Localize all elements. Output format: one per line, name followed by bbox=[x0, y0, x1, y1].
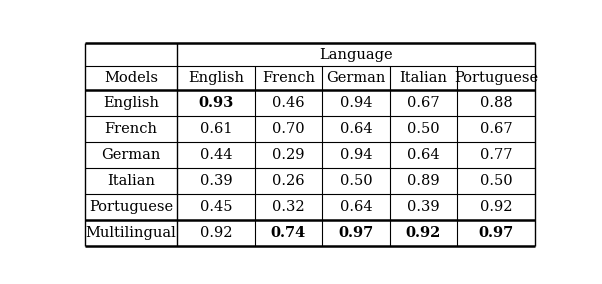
Text: 0.94: 0.94 bbox=[340, 148, 372, 162]
Text: 0.77: 0.77 bbox=[480, 148, 512, 162]
Text: 0.92: 0.92 bbox=[200, 226, 232, 240]
Text: 0.50: 0.50 bbox=[480, 174, 512, 188]
Text: 0.50: 0.50 bbox=[407, 122, 440, 136]
Text: Multilingual: Multilingual bbox=[85, 226, 176, 240]
Text: Portuguese: Portuguese bbox=[88, 200, 173, 214]
Text: Language: Language bbox=[319, 47, 393, 62]
Text: German: German bbox=[101, 148, 161, 162]
Text: 0.67: 0.67 bbox=[480, 122, 512, 136]
Text: 0.26: 0.26 bbox=[272, 174, 305, 188]
Text: 0.70: 0.70 bbox=[272, 122, 305, 136]
Text: 0.64: 0.64 bbox=[407, 148, 440, 162]
Text: 0.97: 0.97 bbox=[479, 226, 514, 240]
Text: English: English bbox=[103, 96, 159, 110]
Text: 0.92: 0.92 bbox=[406, 226, 441, 240]
Text: 0.45: 0.45 bbox=[200, 200, 232, 214]
Text: French: French bbox=[262, 71, 315, 85]
Text: 0.94: 0.94 bbox=[340, 96, 372, 110]
Text: 0.67: 0.67 bbox=[407, 96, 440, 110]
Text: Italian: Italian bbox=[107, 174, 155, 188]
Text: Portuguese: Portuguese bbox=[454, 71, 538, 85]
Text: 0.46: 0.46 bbox=[272, 96, 305, 110]
Text: Italian: Italian bbox=[400, 71, 447, 85]
Text: 0.32: 0.32 bbox=[272, 200, 305, 214]
Text: 0.39: 0.39 bbox=[200, 174, 232, 188]
Text: 0.64: 0.64 bbox=[340, 122, 372, 136]
Text: 0.64: 0.64 bbox=[340, 200, 372, 214]
Text: French: French bbox=[104, 122, 157, 136]
Text: 0.92: 0.92 bbox=[480, 200, 512, 214]
Text: 0.89: 0.89 bbox=[407, 174, 440, 188]
Text: 0.44: 0.44 bbox=[200, 148, 232, 162]
Text: Models: Models bbox=[104, 71, 158, 85]
Text: 0.61: 0.61 bbox=[200, 122, 232, 136]
Text: 0.88: 0.88 bbox=[480, 96, 512, 110]
Text: German: German bbox=[326, 71, 386, 85]
Text: 0.50: 0.50 bbox=[340, 174, 372, 188]
Text: 0.39: 0.39 bbox=[407, 200, 440, 214]
Text: English: English bbox=[188, 71, 244, 85]
Text: 0.29: 0.29 bbox=[272, 148, 305, 162]
Text: 0.74: 0.74 bbox=[271, 226, 306, 240]
Text: 0.93: 0.93 bbox=[198, 96, 234, 110]
Text: 0.97: 0.97 bbox=[338, 226, 374, 240]
